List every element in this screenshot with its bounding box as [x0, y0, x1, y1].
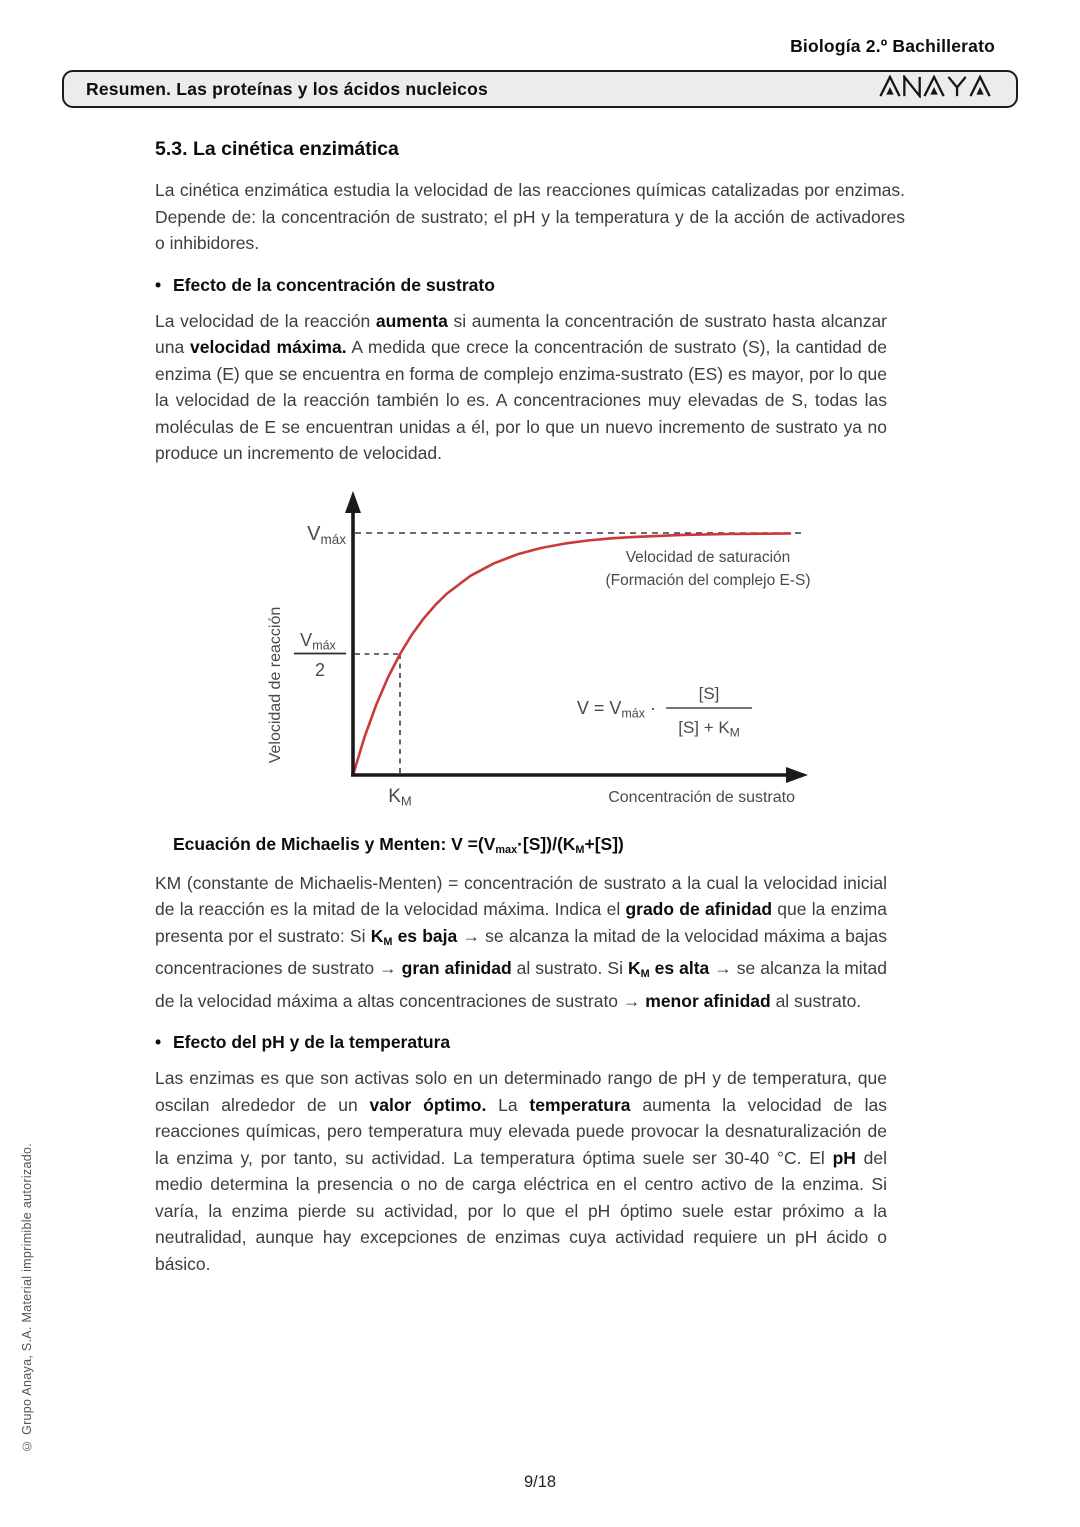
main-content: 5.3. La cinética enzimática La cinética …	[155, 138, 905, 1295]
y-axis-label: Velocidad de reacción	[267, 606, 284, 763]
equation-heading: Ecuación de Michaelis y Menten: V =(Vmax…	[173, 833, 624, 856]
bullet-heading-substrate: Efecto de la concentración de sustrato	[173, 274, 495, 295]
bullet-marker: •	[155, 1032, 162, 1053]
svg-text:V = Vmáx ·: V = Vmáx ·	[577, 698, 656, 721]
edition-heading: Biología 2.º Bachillerato	[790, 36, 995, 56]
header-bar: Resumen. Las proteínas y los ácidos nucl…	[62, 70, 1018, 108]
anaya-logo	[877, 73, 994, 103]
bullet-item-substrate: • Efecto de la concentración de sustrato	[155, 275, 905, 296]
section-title: 5.3. La cinética enzimática	[155, 138, 399, 160]
intro-paragraph: La cinética enzimática estudia la veloci…	[155, 180, 905, 253]
half-vmax-label: Vmáx 2	[294, 630, 346, 680]
y-axis	[345, 490, 361, 775]
svg-text:Vmáx: Vmáx	[300, 630, 336, 653]
page-number: 9/18	[523, 1473, 557, 1491]
x-axis-label: Concentración de sustrato	[608, 789, 795, 806]
saturation-note-line1: Velocidad de saturación	[626, 549, 791, 566]
svg-text:[S] + KM: [S] + KM	[678, 718, 740, 740]
km-paragraph: KM (constante de Michaelis-Menten) = con…	[155, 872, 888, 1011]
x-axis	[351, 766, 808, 783]
substrate-paragraph: La velocidad de la reacción aumenta si a…	[155, 310, 887, 464]
copyright-note: © Grupo Anaya, S.A. Material imprimible …	[20, 1143, 34, 1453]
svg-text:[S]: [S]	[699, 684, 720, 703]
x-axis-arrow-icon	[786, 766, 808, 783]
reaction-velocity-curve	[351, 531, 792, 776]
chart-svg: Vmáx Vmáx 2 KM Concentración de sustrato…	[267, 490, 811, 809]
michaelis-menten-equation: V = Vmáx · [S] [S] + KM	[577, 684, 752, 740]
bullet-heading-ph-temperature: Efecto del pH y de la temperatura	[173, 1032, 451, 1053]
vmax-label: Vmáx	[307, 523, 346, 547]
bullet-item-ph-temperature: • Efecto del pH y de la temperatura	[155, 1032, 905, 1053]
bullet-marker: •	[155, 274, 162, 295]
y-axis-arrow-icon	[345, 490, 361, 513]
header-bar-title: Resumen. Las proteínas y los ácidos nucl…	[86, 78, 488, 99]
km-label: KM	[388, 786, 412, 809]
saturation-note-line2: (Formación del complejo E-S)	[605, 572, 810, 589]
michaelis-menten-chart: Vmáx Vmáx 2 KM Concentración de sustrato…	[258, 485, 818, 820]
ph-temperature-paragraph: Las enzimas es que son activas solo en u…	[155, 1068, 888, 1274]
svg-text:2: 2	[315, 660, 325, 680]
